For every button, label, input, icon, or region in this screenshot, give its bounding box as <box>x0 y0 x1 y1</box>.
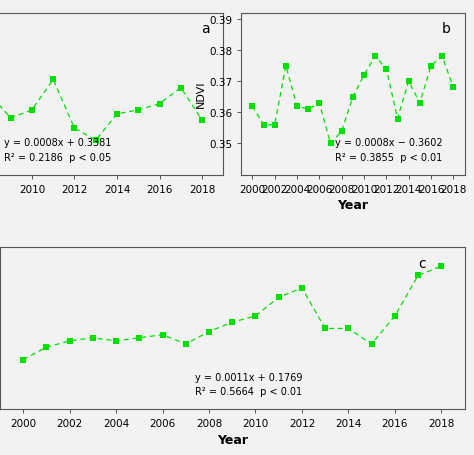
Point <box>304 106 312 114</box>
Point <box>368 341 375 348</box>
Point <box>19 356 27 364</box>
Point <box>391 313 399 320</box>
Point <box>49 76 57 84</box>
Text: y = 0.0008x − 0.3602
R² = 0.3855  p < 0.01: y = 0.0008x − 0.3602 R² = 0.3855 p < 0.0… <box>335 137 443 162</box>
Point <box>271 122 279 129</box>
Point <box>205 328 213 335</box>
Point <box>182 341 190 348</box>
X-axis label: Year: Year <box>217 433 248 445</box>
Point <box>43 344 50 351</box>
Text: y = 0.0011x + 0.1769
R² = 0.5664  p < 0.01: y = 0.0011x + 0.1769 R² = 0.5664 p < 0.0… <box>195 372 302 397</box>
Point <box>327 141 334 148</box>
Point <box>7 115 14 122</box>
Point <box>427 63 435 70</box>
Point <box>275 294 283 301</box>
Point <box>383 66 390 73</box>
Point <box>112 338 120 345</box>
Point <box>449 85 457 92</box>
Point <box>360 72 368 80</box>
Point <box>405 78 412 86</box>
Point <box>159 331 166 339</box>
Point <box>113 111 121 118</box>
Point <box>321 325 329 332</box>
Point <box>198 117 206 124</box>
Text: b: b <box>442 22 451 35</box>
Point <box>156 101 164 108</box>
Text: c: c <box>418 256 426 270</box>
Point <box>438 263 445 270</box>
Point <box>438 54 446 61</box>
Point <box>316 100 323 107</box>
Point <box>92 137 100 145</box>
Point <box>28 107 36 114</box>
Point <box>349 94 356 101</box>
Point <box>89 334 97 342</box>
Point <box>293 103 301 111</box>
Point <box>338 128 346 135</box>
Point <box>394 116 401 123</box>
Point <box>66 338 73 345</box>
Point <box>135 107 142 114</box>
Point <box>372 54 379 61</box>
Point <box>252 313 259 320</box>
Point <box>345 325 352 332</box>
Text: y = 0.0008x + 0.3381
R² = 0.2186  p < 0.05: y = 0.0008x + 0.3381 R² = 0.2186 p < 0.0… <box>4 137 112 162</box>
Text: a: a <box>201 22 210 35</box>
Y-axis label: NDVI: NDVI <box>196 81 206 108</box>
Point <box>177 85 184 92</box>
Point <box>260 122 267 129</box>
Point <box>416 100 424 107</box>
X-axis label: Year: Year <box>337 198 368 211</box>
Point <box>248 103 256 111</box>
Point <box>298 285 306 292</box>
Point <box>414 272 422 279</box>
Point <box>71 125 78 132</box>
Point <box>136 334 143 342</box>
Point <box>228 319 236 326</box>
Point <box>282 63 290 70</box>
